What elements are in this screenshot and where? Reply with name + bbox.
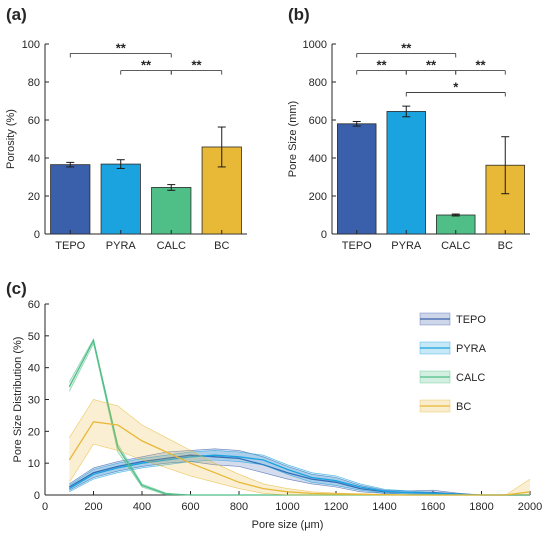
x-tick-label: 2000 [518,501,542,513]
y-tick-label: 0 [321,229,327,241]
panel-b-label: (b) [288,5,310,24]
x-tick-label: 1000 [275,501,299,513]
y-tick-label: 0 [34,490,40,502]
x-tick-label: 1200 [324,501,348,513]
x-tick-label: 1600 [421,501,445,513]
panel-a-bar-chart: (a) 0 20 40 60 80 100 Porosity (%) TEPO PYRA CALC… [5,5,247,252]
y-tick-label: 1000 [303,39,327,51]
x-tick-label-pyra: PYRA [391,240,422,252]
y-tick-label: 600 [309,115,327,127]
x-tick-label: 400 [133,501,151,513]
significance-label: ** [191,58,202,73]
band-upper-tepo [69,448,530,496]
legend-label-calc: CALC [456,372,485,384]
x-tick-label: 1400 [372,501,396,513]
x-tick-label-bc: BC [498,240,513,252]
panel-c-label: (c) [6,279,27,298]
y-tick-label: 800 [309,77,327,89]
band-bc [69,399,531,495]
significance-label: ** [116,41,127,56]
panel-a-label: (a) [6,5,27,24]
legend-label-tepo: TEPO [456,314,486,326]
x-tick-label: 800 [230,501,248,513]
band-pyra [69,450,531,495]
y-tick-label: 60 [28,115,40,127]
y-tick-label: 20 [28,191,40,203]
y-tick-label: 0 [34,229,40,241]
y-tick-label: 40 [28,153,40,165]
line-bc [68,421,531,496]
x-tick-label-calc: CALC [157,240,186,252]
x-tick-label: 600 [181,501,199,513]
band-upper-pyra [69,450,530,496]
y-tick-label: 400 [309,153,327,165]
x-tick-label: 1800 [469,501,493,513]
significance-label: ** [401,41,412,56]
significance-label: ** [376,58,387,73]
y-tick-label: 30 [28,395,40,407]
x-tick-label: 200 [84,501,102,513]
x-tick-label-bc: BC [214,240,229,252]
legend-label-bc: BC [456,401,471,413]
y-tick-label: 60 [28,299,40,311]
y-tick-label: 20 [28,426,40,438]
y-tick-label: 50 [28,331,40,343]
bar-pyra [386,111,426,235]
bar-pyra [100,163,141,235]
x-tick-label-tepo: TEPO [55,240,85,252]
y-tick-label: 80 [28,77,40,89]
y-axis-title: Pore Size Distribution (%) [12,337,24,463]
x-tick-label-calc: CALC [441,240,470,252]
y-tick-label: 100 [22,39,40,51]
significance-label: ** [475,58,486,73]
y-axis-title: Porosity (%) [5,109,17,169]
significance-label: ** [141,58,152,73]
y-tick-label: 10 [28,458,40,470]
bar-calc [151,187,192,235]
y-tick-label: 200 [309,191,327,203]
bar-tepo [50,164,91,235]
x-tick-label-pyra: PYRA [106,240,137,252]
x-tick-label-tepo: TEPO [342,240,372,252]
legend-label-pyra: PYRA [456,343,487,355]
x-tick-label: 0 [42,501,48,513]
y-axis-title: Pore Size (mm) [287,101,299,177]
panel-b-bar-chart: (b) 0 200 400 600 800 1000 Pore Size (mm) TEPO P… [287,5,530,252]
significance-label: ** [426,58,437,73]
x-axis-title: Pore size (μm) [252,519,324,531]
y-tick-label: 40 [28,363,40,375]
significance-label: * [453,79,459,94]
line-pyra [68,454,530,496]
bar-tepo [337,123,377,235]
